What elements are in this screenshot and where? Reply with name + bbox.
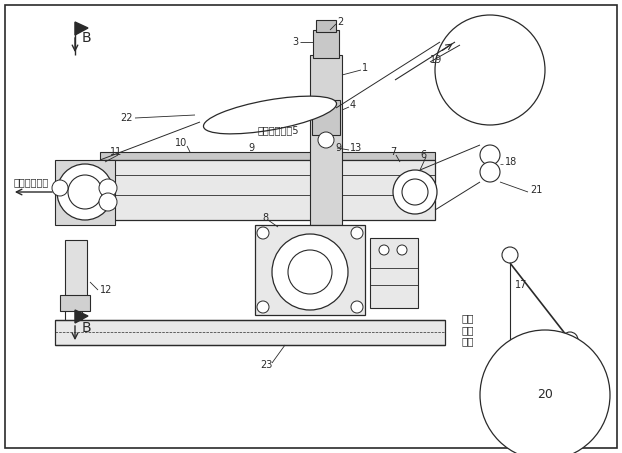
Text: 11: 11 — [110, 147, 123, 157]
Text: 17: 17 — [515, 280, 527, 290]
Polygon shape — [75, 22, 88, 35]
Text: 6: 6 — [420, 150, 426, 160]
Text: B: B — [82, 321, 91, 335]
Circle shape — [379, 245, 389, 255]
Circle shape — [393, 170, 437, 214]
Circle shape — [397, 245, 407, 255]
Circle shape — [351, 227, 363, 239]
Circle shape — [502, 247, 518, 263]
Bar — [55, 320, 445, 345]
Circle shape — [57, 164, 113, 220]
Text: B: B — [82, 31, 91, 45]
Bar — [55, 160, 115, 225]
Bar — [100, 152, 435, 160]
Text: 21: 21 — [530, 185, 542, 195]
Text: 3: 3 — [292, 37, 298, 47]
Text: 4: 4 — [350, 100, 356, 110]
Circle shape — [480, 330, 610, 453]
Polygon shape — [75, 310, 88, 323]
Circle shape — [257, 227, 269, 239]
Bar — [100, 160, 435, 220]
Bar — [310, 55, 342, 225]
Text: 布料进布方向5: 布料进布方向5 — [258, 125, 300, 135]
Bar — [316, 20, 336, 32]
Text: 13: 13 — [350, 143, 362, 153]
Circle shape — [288, 250, 332, 294]
Circle shape — [351, 301, 363, 313]
Circle shape — [562, 332, 578, 348]
Text: 19: 19 — [430, 55, 442, 65]
Bar — [60, 295, 90, 311]
Text: 布料
进布
方向: 布料 进布 方向 — [462, 313, 474, 347]
Circle shape — [318, 132, 334, 148]
Text: 8: 8 — [262, 213, 268, 223]
Text: 12: 12 — [100, 285, 113, 295]
Circle shape — [435, 15, 545, 125]
Text: 9: 9 — [335, 143, 341, 153]
Circle shape — [402, 179, 428, 205]
Text: 2: 2 — [337, 17, 343, 27]
Text: 7: 7 — [390, 147, 396, 157]
Text: 18: 18 — [505, 157, 518, 167]
Bar — [313, 30, 339, 58]
Ellipse shape — [203, 96, 337, 134]
Circle shape — [52, 180, 68, 196]
Text: 9: 9 — [248, 143, 254, 153]
Text: 10: 10 — [175, 138, 187, 148]
Text: 布料出布方向: 布料出布方向 — [14, 177, 49, 187]
Bar — [65, 240, 87, 298]
Circle shape — [480, 145, 500, 165]
Circle shape — [480, 162, 500, 182]
Bar — [255, 225, 365, 315]
Circle shape — [257, 301, 269, 313]
Circle shape — [68, 175, 102, 209]
Bar — [370, 238, 418, 308]
Text: 23: 23 — [260, 360, 272, 370]
Circle shape — [272, 234, 348, 310]
Text: 22: 22 — [120, 113, 132, 123]
Circle shape — [99, 179, 117, 197]
Bar — [312, 100, 340, 135]
Circle shape — [99, 193, 117, 211]
Text: 20: 20 — [537, 389, 553, 401]
Text: 1: 1 — [362, 63, 368, 73]
